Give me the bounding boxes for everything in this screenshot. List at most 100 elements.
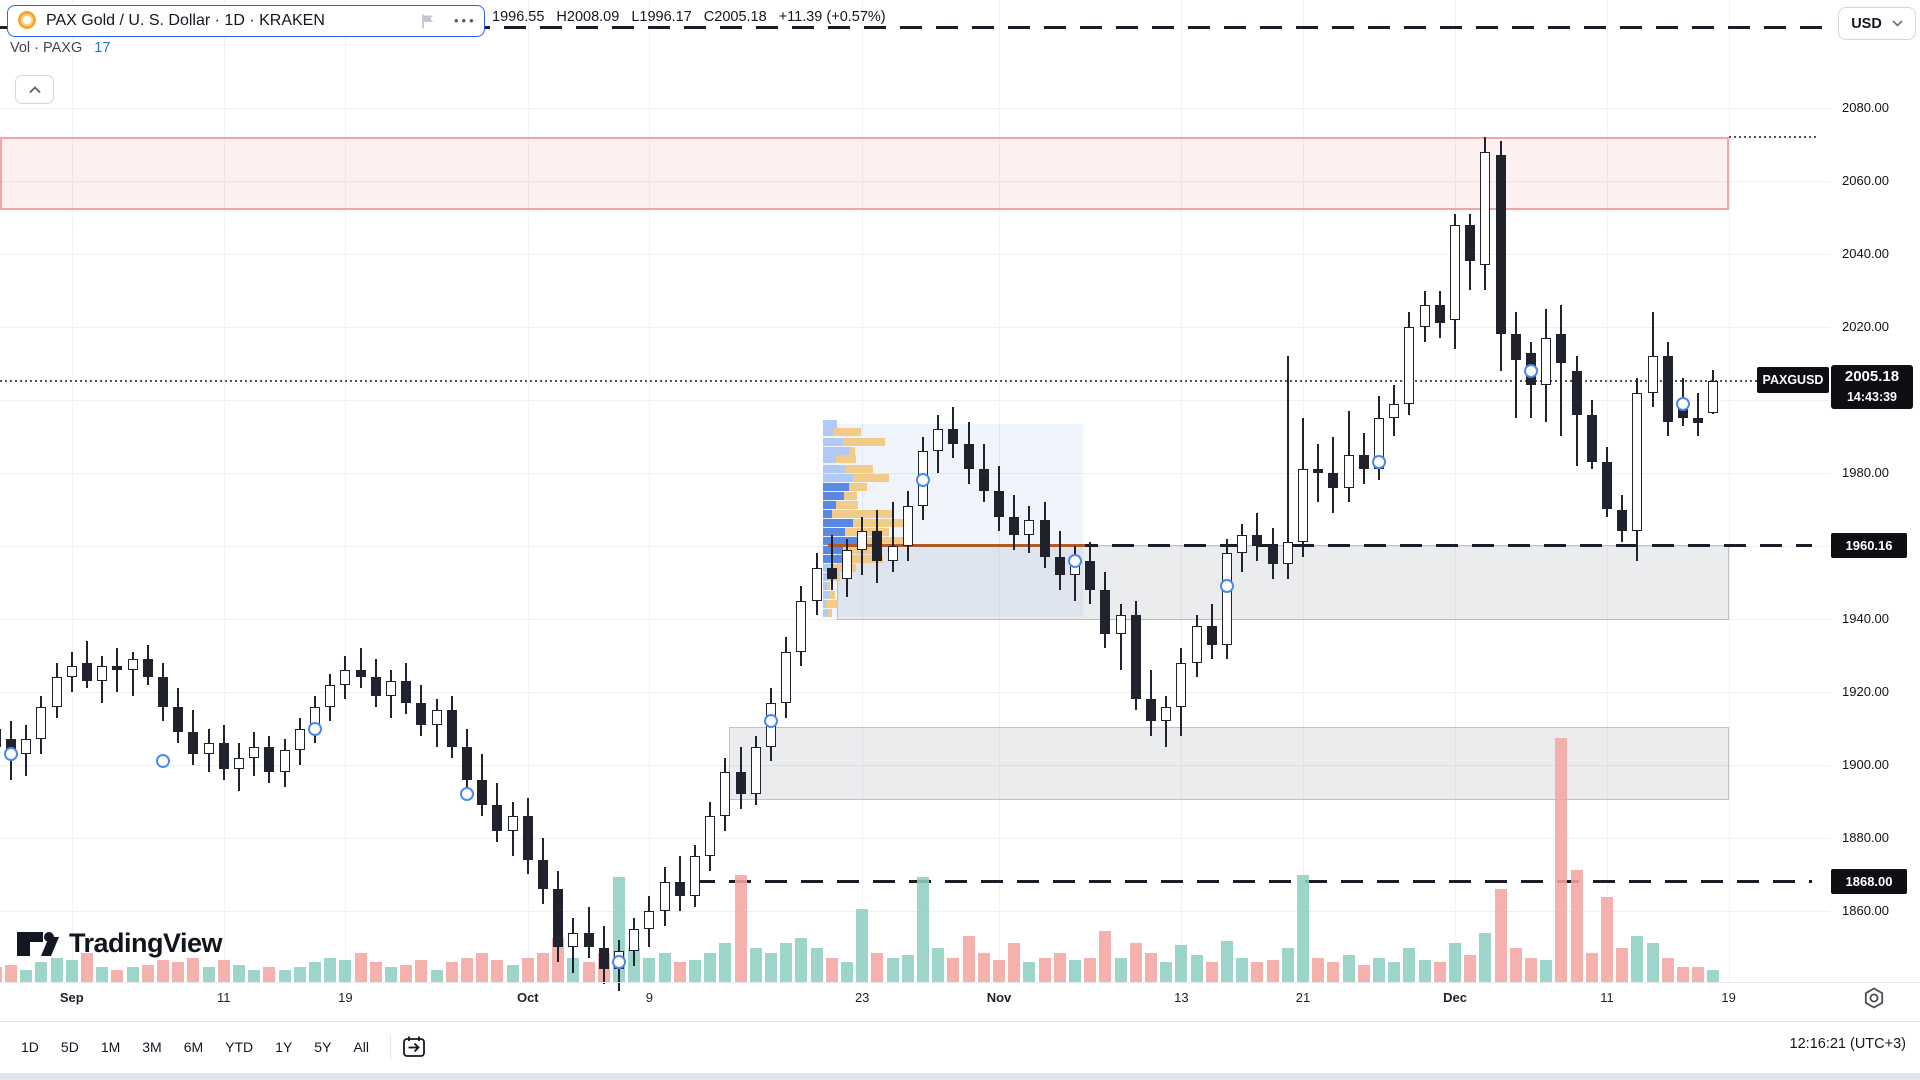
volume-profile-bar-buy [823,563,834,572]
candle-body [1678,407,1688,419]
candle-body [142,659,153,678]
time-axis-label: 21 [1295,990,1311,1005]
currency-selector[interactable]: USD [1838,7,1916,40]
axis-settings-gear-icon[interactable] [1862,986,1886,1010]
time-axis-label: 13 [1174,990,1189,1005]
volume-profile-bar-sell [828,608,832,617]
grid-line-v [527,0,529,982]
candle-body [1602,462,1612,510]
demand-zone-2[interactable] [729,727,1729,801]
candle-body [522,816,533,860]
range-button-3m[interactable]: 3M [131,1034,172,1060]
volume-profile-bar-sell [843,437,885,446]
grid-line-h [0,327,1830,328]
bar-marker-circle [308,721,322,736]
chart-pane[interactable]: 2080.00 2060.00 2040.00 2020.00 1980.00 1940.… [0,0,1920,1020]
volume-bar [50,957,63,982]
price-line-dotted [1729,135,1816,138]
candle-body [811,567,822,601]
volume-bar [962,935,975,982]
volume-bar [1327,962,1340,982]
price-axis-label: 2060.00 [1842,173,1889,188]
volume-bar [749,947,762,982]
demand-zone-1[interactable] [837,545,1729,620]
candle-body [1541,337,1552,386]
horizontal-line-dashed[interactable] [693,880,1812,884]
horizontal-line-orange[interactable] [828,544,1085,547]
go-to-date-icon[interactable] [401,1034,427,1060]
horizontal-line-dashed[interactable] [1040,543,1812,547]
horizontal-line-dashed[interactable] [0,26,1833,30]
volume-profile-bar-buy [823,554,850,563]
volume-indicator-legend[interactable]: Vol · PAXG 17 [10,40,110,56]
range-button-5y[interactable]: 5Y [303,1034,342,1060]
volume-bar [309,962,321,982]
range-button-ytd[interactable]: YTD [214,1034,264,1060]
volume-profile-bar-buy [823,581,827,590]
candle-body [462,746,472,780]
candle-wick [359,648,362,689]
candle-wick [1560,305,1563,437]
range-button-5d[interactable]: 5D [50,1034,90,1060]
volume-bar [1190,955,1203,982]
candle-body [158,677,168,707]
ohlc-readout: 1996.55 H2008.09 L1996.17 C2005.18 +11.3… [492,9,886,25]
volume-bar [810,947,823,982]
supply-zone[interactable] [0,136,1729,211]
ohlc-change: +11.39 (+0.57%) [778,9,886,25]
grid-line-h [0,108,1830,109]
price-axis-label: 1900.00 [1842,757,1889,772]
price-level-badge: 1960.16 [1831,532,1907,558]
range-button-all[interactable]: All [342,1034,380,1060]
volume-bar [582,962,595,982]
bar-marker-circle [460,787,474,802]
time-axis-label: 19 [338,990,353,1005]
symbol-pill[interactable]: PAX Gold / U. S. Dollar · 1D · KRAKEN ••… [7,5,485,37]
more-options-button[interactable]: ••• [454,13,477,28]
volume-bar [1160,962,1173,982]
volume-bar [126,967,139,982]
grid-line-v [649,0,651,982]
volume-bar [354,952,367,982]
tradingview-logo[interactable]: TradingView [16,928,223,959]
volume-bar [1129,942,1142,982]
clock-display[interactable]: 12:16:21 (UTC+3) [1789,1036,1906,1052]
volume-bar [35,962,48,982]
time-axis-label: 23 [854,990,870,1005]
volume-bar [825,957,838,982]
candle-body [112,666,123,671]
volume-bar [901,955,914,982]
volume-profile-bar-sell [829,590,835,599]
chevron-up-icon [28,85,41,93]
range-button-1m[interactable]: 1M [90,1034,131,1060]
range-button-1y[interactable]: 1Y [264,1034,303,1060]
volume-bar [293,967,306,982]
collapse-pane-button[interactable] [15,75,54,104]
time-axis[interactable] [0,982,1830,1020]
volume-bar [141,964,154,982]
candle-body [1054,556,1065,576]
candle-body [1389,403,1400,419]
ohlc-low: L1996.17 [631,9,692,25]
time-axis-label: 11 [217,990,231,1005]
candle-body [583,932,594,948]
bar-marker-circle [764,714,778,729]
volume-bar [947,957,960,982]
candle-body [1434,305,1445,324]
volume-bar [704,952,717,982]
price-axis-label: 1940.00 [1842,611,1889,626]
range-button-1d[interactable]: 1D [10,1034,50,1060]
candle-body [279,750,290,773]
ohlc-open: 1996.55 [492,9,545,25]
range-button-6m[interactable]: 6M [173,1034,214,1060]
volume-bar [187,957,200,982]
candle-body [674,881,685,897]
volume-bar [886,957,899,982]
last-price-badge: 2005.18 14:43:39 [1831,365,1913,410]
volume-bar [339,960,352,982]
volume-bar [1509,947,1522,982]
candle-body [97,666,108,682]
candle-body [264,746,275,773]
flag-icon[interactable] [420,13,437,30]
volume-bar [1053,952,1066,982]
